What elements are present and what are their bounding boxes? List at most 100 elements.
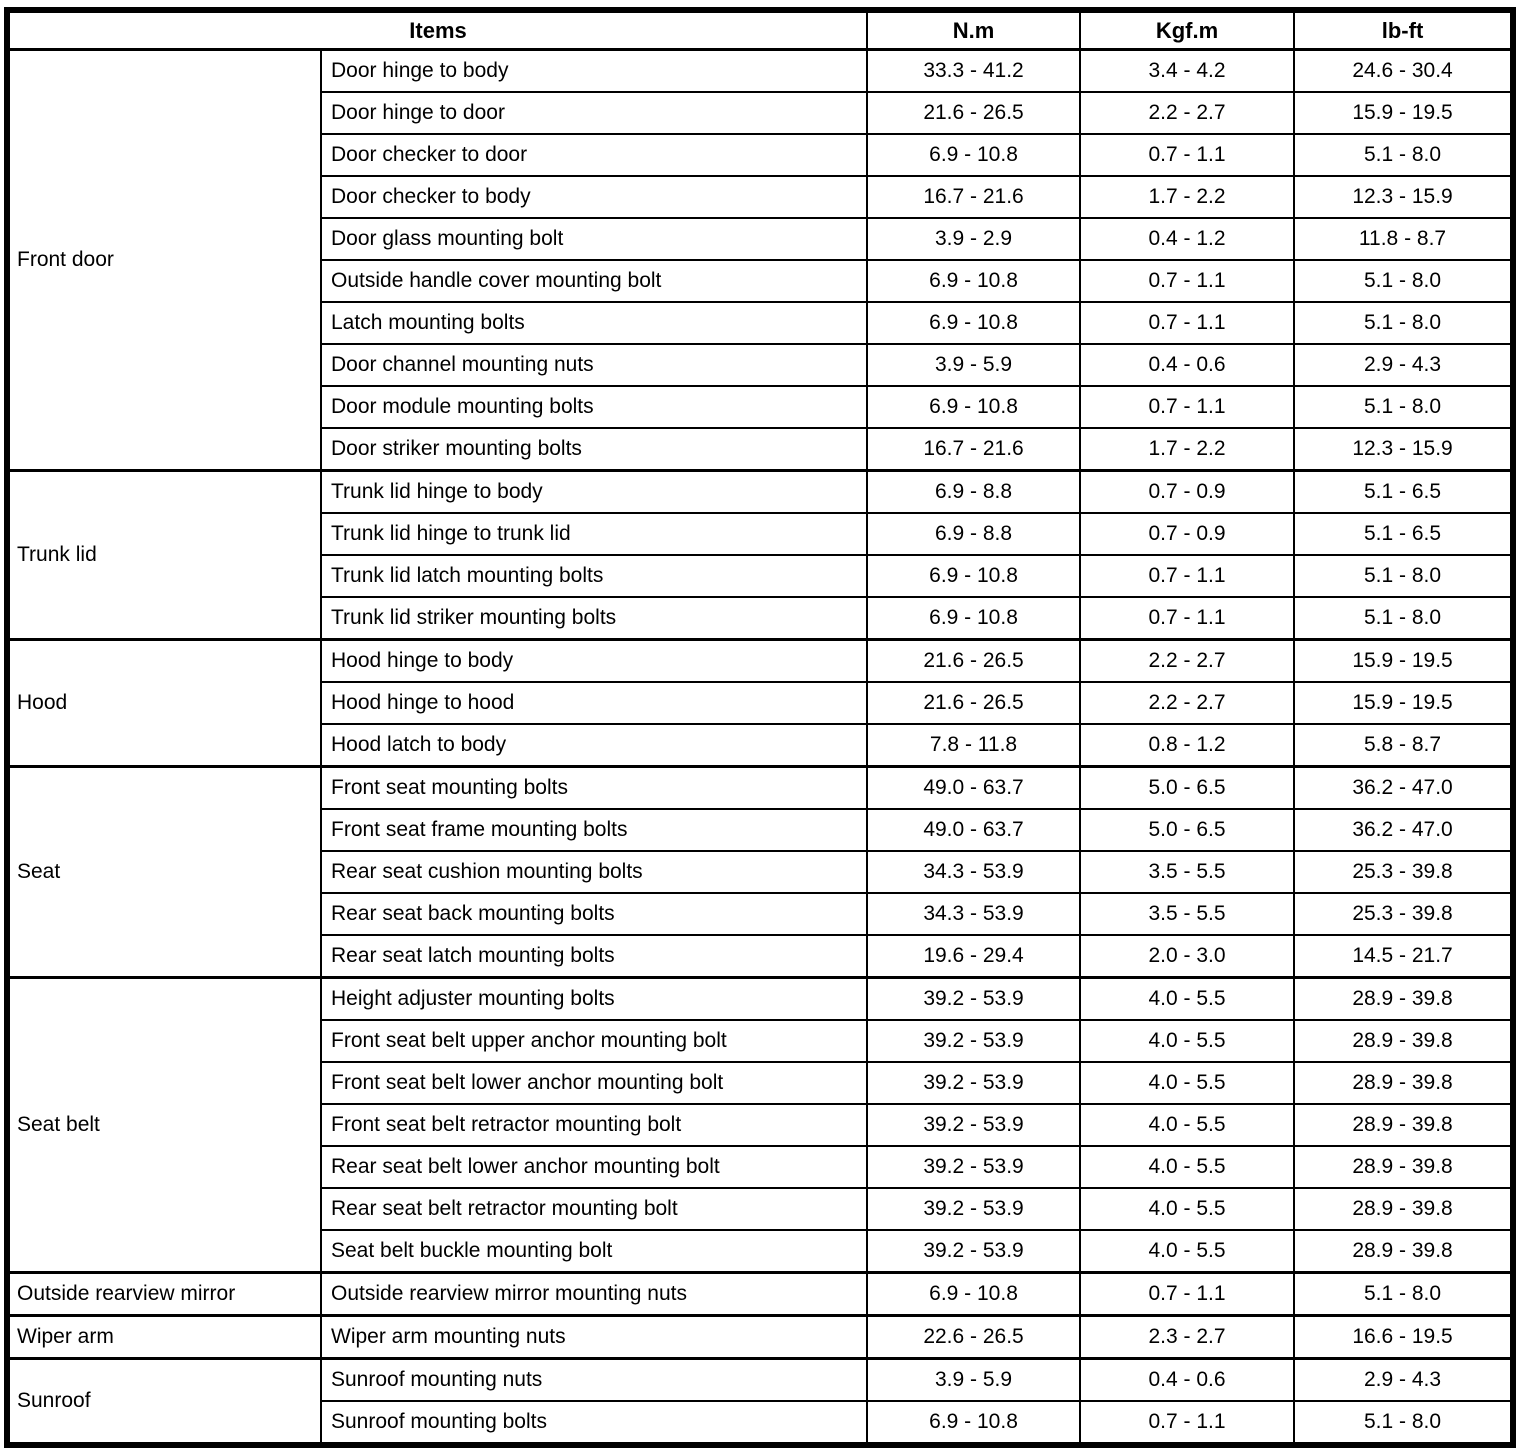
lbft-value-cell: 25.3 - 39.8 <box>1293 892 1515 936</box>
kgfm-value-cell: 0.7 - 1.1 <box>1079 1271 1296 1317</box>
item-cell: Rear seat back mounting bolts <box>319 892 869 936</box>
table-row: Trunk lid striker mounting bolts 6.9 - 10… <box>7 596 1515 641</box>
table-row: Outside rearview mirror Outside rearview … <box>6 1271 1515 1317</box>
table-row: Seat belt buckle mounting bolt 39.2 - 53.… <box>7 1229 1515 1274</box>
kgfm-value-cell: 0.7 - 1.1 <box>1079 596 1296 641</box>
lbft-value-cell: 28.9 - 39.8 <box>1293 1103 1515 1147</box>
table-row: Door channel mounting nuts 3.9 - 5.9 0.4 -… <box>7 343 1515 387</box>
lbft-value-cell: 5.1 - 6.5 <box>1293 512 1515 556</box>
table-row: Wiper arm Wiper arm mounting nuts 22.6 - 2… <box>6 1314 1515 1360</box>
item-cell: Trunk lid striker mounting bolts <box>319 596 869 641</box>
lbft-value-cell: 5.1 - 8.0 <box>1293 1271 1515 1317</box>
kgfm-value-cell: 2.3 - 2.7 <box>1079 1314 1296 1360</box>
table-row: Rear seat belt retractor mounting bolt 39… <box>7 1187 1515 1231</box>
nm-value-cell: 33.3 - 41.2 <box>866 48 1082 93</box>
nm-value-cell: 21.6 - 26.5 <box>866 638 1082 683</box>
column-header-kgfm: Kgf.m <box>1079 9 1296 51</box>
lbft-value-cell: 12.3 - 15.9 <box>1293 175 1515 219</box>
kgfm-value-cell: 0.8 - 1.2 <box>1079 723 1296 768</box>
group-cell: Trunk lid <box>6 469 322 641</box>
item-cell: Height adjuster mounting bolts <box>319 976 869 1021</box>
item-cell: Front seat belt lower anchor mounting bo… <box>319 1061 869 1105</box>
nm-value-cell: 39.2 - 53.9 <box>866 1187 1082 1231</box>
nm-value-cell: 16.7 - 21.6 <box>866 175 1082 219</box>
nm-value-cell: 34.3 - 53.9 <box>866 892 1082 936</box>
kgfm-value-cell: 2.2 - 2.7 <box>1079 681 1296 725</box>
table-row: Door glass mounting bolt 3.9 - 2.9 0.4 - 1… <box>7 217 1515 261</box>
nm-value-cell: 49.0 - 63.7 <box>866 765 1082 810</box>
kgfm-value-cell: 2.0 - 3.0 <box>1079 934 1296 979</box>
kgfm-value-cell: 3.4 - 4.2 <box>1079 48 1296 93</box>
kgfm-value-cell: 5.0 - 6.5 <box>1079 765 1296 810</box>
table-row: Front seat belt lower anchor mounting bo… <box>7 1061 1515 1105</box>
lbft-value-cell: 5.1 - 8.0 <box>1293 385 1515 429</box>
item-cell: Outside rearview mirror mounting nuts <box>319 1271 869 1317</box>
lbft-value-cell: 24.6 - 30.4 <box>1293 48 1515 93</box>
table-row: Rear seat back mounting bolts 34.3 - 53.9… <box>7 892 1515 936</box>
nm-value-cell: 3.9 - 5.9 <box>866 343 1082 387</box>
nm-value-cell: 6.9 - 10.8 <box>866 133 1082 177</box>
nm-value-cell: 16.7 - 21.6 <box>866 427 1082 472</box>
item-cell: Rear seat cushion mounting bolts <box>319 850 869 894</box>
nm-value-cell: 19.6 - 29.4 <box>866 934 1082 979</box>
item-cell: Door module mounting bolts <box>319 385 869 429</box>
group-cell: Wiper arm <box>6 1314 322 1360</box>
kgfm-value-cell: 5.0 - 6.5 <box>1079 808 1296 852</box>
kgfm-value-cell: 0.7 - 1.1 <box>1079 554 1296 598</box>
nm-value-cell: 39.2 - 53.9 <box>866 976 1082 1021</box>
lbft-value-cell: 15.9 - 19.5 <box>1293 638 1515 683</box>
lbft-value-cell: 28.9 - 39.8 <box>1293 1229 1515 1274</box>
nm-value-cell: 6.9 - 10.8 <box>866 259 1082 303</box>
kgfm-value-cell: 0.4 - 1.2 <box>1079 217 1296 261</box>
item-cell: Front seat belt retractor mounting bolt <box>319 1103 869 1147</box>
lbft-value-cell: 28.9 - 39.8 <box>1293 1019 1515 1063</box>
lbft-value-cell: 25.3 - 39.8 <box>1293 850 1515 894</box>
nm-value-cell: 39.2 - 53.9 <box>866 1145 1082 1189</box>
kgfm-value-cell: 0.7 - 1.1 <box>1079 301 1296 345</box>
nm-value-cell: 49.0 - 63.7 <box>866 808 1082 852</box>
nm-value-cell: 6.9 - 10.8 <box>866 1400 1082 1446</box>
torque-spec-table: Items N.m Kgf.m lb-ft Front door Door hin… <box>4 7 1517 1448</box>
table-row: Sunroof mounting bolts 6.9 - 10.8 0.7 - 1.… <box>7 1400 1515 1446</box>
table-body: Front door Door hinge to body 33.3 - 41.2 3… <box>6 48 1515 1446</box>
table-row: Trunk lid latch mounting bolts 6.9 - 10.8… <box>7 554 1515 598</box>
group-cell: Outside rearview mirror <box>6 1271 322 1317</box>
item-cell: Outside handle cover mounting bolt <box>319 259 869 303</box>
item-cell: Front seat belt upper anchor mounting bo… <box>319 1019 869 1063</box>
nm-value-cell: 6.9 - 10.8 <box>866 596 1082 641</box>
lbft-value-cell: 11.8 - 8.7 <box>1293 217 1515 261</box>
table-row: Rear seat belt lower anchor mounting bol… <box>7 1145 1515 1189</box>
item-cell: Front seat mounting bolts <box>319 765 869 810</box>
item-cell: Trunk lid hinge to body <box>319 469 869 514</box>
kgfm-value-cell: 4.0 - 5.5 <box>1079 976 1296 1021</box>
column-header-nm: N.m <box>866 9 1082 51</box>
table-row: Trunk lid hinge to trunk lid 6.9 - 8.8 0.7… <box>7 512 1515 556</box>
table-row: Front seat belt retractor mounting bolt 3… <box>7 1103 1515 1147</box>
kgfm-value-cell: 0.7 - 1.1 <box>1079 259 1296 303</box>
item-cell: Door hinge to body <box>319 48 869 93</box>
lbft-value-cell: 28.9 - 39.8 <box>1293 976 1515 1021</box>
item-cell: Front seat frame mounting bolts <box>319 808 869 852</box>
table-row: Hood latch to body 7.8 - 11.8 0.8 - 1.2 5.8… <box>7 723 1515 768</box>
lbft-value-cell: 15.9 - 19.5 <box>1293 681 1515 725</box>
kgfm-value-cell: 1.7 - 2.2 <box>1079 175 1296 219</box>
table-row: Door module mounting bolts 6.9 - 10.8 0.7 … <box>7 385 1515 429</box>
kgfm-value-cell: 3.5 - 5.5 <box>1079 850 1296 894</box>
kgfm-value-cell: 1.7 - 2.2 <box>1079 427 1296 472</box>
kgfm-value-cell: 0.7 - 1.1 <box>1079 1400 1296 1446</box>
lbft-value-cell: 28.9 - 39.8 <box>1293 1145 1515 1189</box>
lbft-value-cell: 14.5 - 21.7 <box>1293 934 1515 979</box>
table-row: Hood Hood hinge to body 21.6 - 26.5 2.2 - 2… <box>6 638 1515 768</box>
item-cell: Door checker to body <box>319 175 869 219</box>
kgfm-value-cell: 0.4 - 0.6 <box>1079 343 1296 387</box>
table-row: Door checker to body 16.7 - 21.6 1.7 - 2.2… <box>7 175 1515 219</box>
nm-value-cell: 39.2 - 53.9 <box>866 1019 1082 1063</box>
nm-value-cell: 6.9 - 10.8 <box>866 1271 1082 1317</box>
table-row: Door checker to door 6.9 - 10.8 0.7 - 1.1 5… <box>7 133 1515 177</box>
nm-value-cell: 6.9 - 8.8 <box>866 469 1082 514</box>
kgfm-value-cell: 4.0 - 5.5 <box>1079 1019 1296 1063</box>
lbft-value-cell: 5.1 - 8.0 <box>1293 133 1515 177</box>
item-cell: Door hinge to door <box>319 91 869 135</box>
table-row: Front seat belt upper anchor mounting bo… <box>7 1019 1515 1063</box>
nm-value-cell: 39.2 - 53.9 <box>866 1103 1082 1147</box>
